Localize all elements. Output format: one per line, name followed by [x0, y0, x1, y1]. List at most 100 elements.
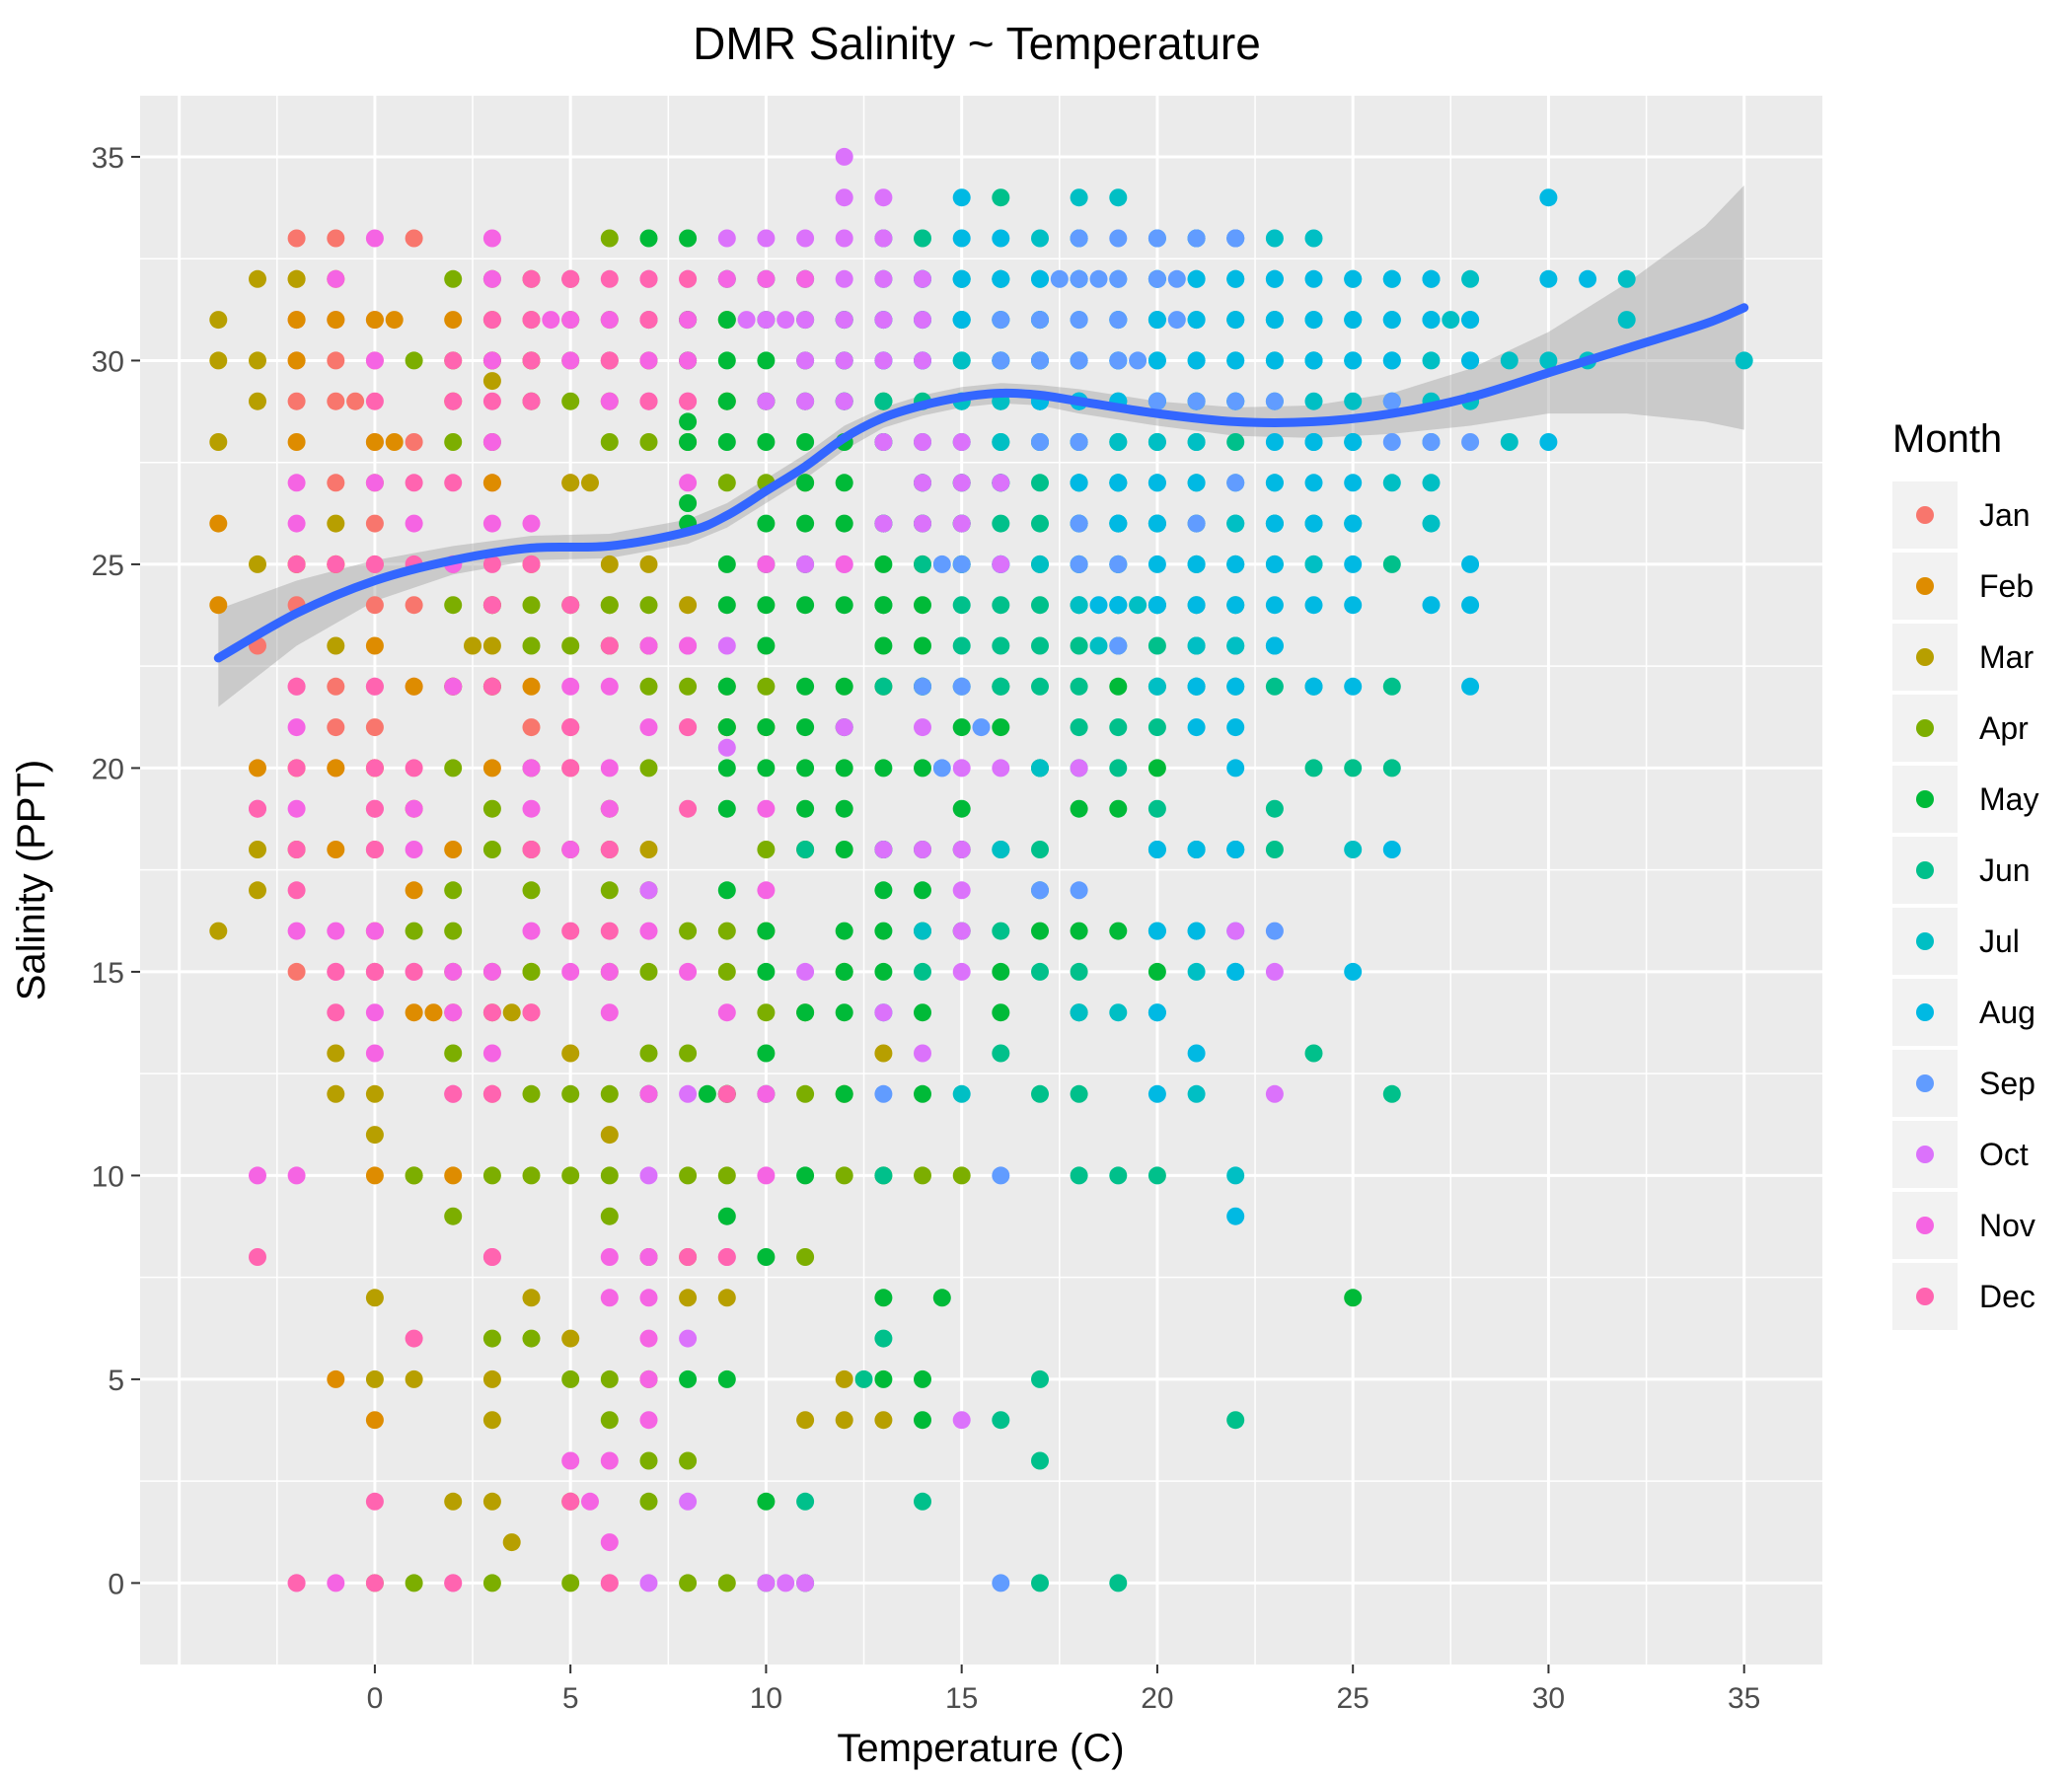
data-point	[287, 759, 306, 777]
data-point	[365, 962, 384, 981]
data-point	[1070, 1084, 1088, 1103]
data-point	[482, 229, 501, 248]
legend-item-apr: Apr	[1892, 695, 2029, 762]
y-tick-label: 30	[92, 345, 124, 378]
data-point	[1304, 759, 1323, 777]
legend-label: Nov	[1979, 1208, 2035, 1243]
data-point	[482, 1369, 501, 1388]
data-point	[1226, 718, 1245, 737]
legend-key-swatch	[1916, 1074, 1934, 1092]
data-point	[1109, 433, 1128, 451]
data-point	[1226, 514, 1245, 533]
smooth-line-layer	[213, 303, 1749, 663]
data-point	[874, 1411, 893, 1430]
data-point	[757, 269, 776, 288]
data-point	[1109, 555, 1128, 573]
data-point	[679, 596, 698, 615]
legend-key-swatch	[1916, 1146, 1934, 1163]
data-point	[522, 1003, 541, 1022]
data-point	[287, 229, 306, 248]
data-point	[835, 1369, 853, 1388]
data-point	[972, 718, 991, 737]
data-point	[932, 1289, 951, 1307]
data-point	[561, 1492, 580, 1511]
data-point	[482, 841, 501, 858]
data-point	[561, 351, 580, 370]
data-point	[874, 1084, 893, 1103]
data-point	[600, 962, 619, 981]
data-point	[561, 718, 580, 737]
data-point	[679, 677, 698, 696]
legend-item-sep: Sep	[1892, 1050, 2035, 1117]
data-point	[992, 718, 1010, 737]
data-point	[287, 392, 306, 410]
data-point	[679, 412, 698, 431]
data-point	[1070, 311, 1088, 330]
data-point	[679, 1166, 698, 1185]
data-point	[600, 311, 619, 330]
x-tick-label: 10	[750, 1682, 782, 1715]
data-point	[1226, 677, 1245, 696]
data-point	[914, 1044, 931, 1063]
data-point	[717, 1003, 736, 1022]
data-point	[1579, 269, 1597, 288]
data-point	[482, 351, 501, 370]
data-point	[874, 841, 893, 858]
data-point	[914, 962, 931, 981]
data-point	[1461, 596, 1480, 615]
y-tick-label: 15	[92, 957, 124, 990]
legend-key-swatch	[1916, 1217, 1934, 1234]
data-point	[1031, 962, 1049, 981]
data-point	[717, 474, 736, 492]
data-point	[287, 351, 306, 370]
data-point	[561, 922, 580, 940]
data-point	[1442, 311, 1460, 330]
data-point	[482, 962, 501, 981]
data-point	[287, 718, 306, 737]
data-point	[1226, 636, 1245, 655]
data-point	[1070, 1166, 1088, 1185]
data-point	[522, 718, 541, 737]
data-point	[914, 636, 931, 655]
legend-key-swatch	[1916, 506, 1934, 524]
data-point	[1070, 514, 1088, 533]
data-point	[914, 474, 931, 492]
data-point	[327, 1574, 345, 1592]
legend-item-dec: Dec	[1892, 1263, 2035, 1330]
data-point	[1089, 269, 1108, 288]
data-point	[365, 433, 384, 451]
data-point	[1226, 555, 1245, 573]
legend-label: Mar	[1979, 639, 2034, 675]
data-point	[1187, 392, 1206, 410]
data-point	[1070, 799, 1088, 818]
data-point	[952, 636, 971, 655]
data-point	[405, 351, 423, 370]
data-point	[365, 922, 384, 940]
data-point	[482, 269, 501, 288]
data-point	[287, 962, 306, 981]
data-point	[796, 799, 815, 818]
data-point	[757, 1248, 776, 1266]
data-point	[1031, 474, 1049, 492]
data-point	[327, 311, 345, 330]
data-point	[1382, 1084, 1401, 1103]
data-point	[992, 351, 1010, 370]
data-point	[1129, 596, 1147, 615]
data-point	[1147, 922, 1166, 940]
data-point	[1617, 311, 1636, 330]
data-point	[914, 555, 931, 573]
data-point	[1147, 759, 1166, 777]
data-point	[757, 718, 776, 737]
data-point	[249, 841, 266, 858]
minor-gridlines	[140, 96, 1822, 1686]
data-point	[1070, 229, 1088, 248]
data-point	[1344, 1289, 1363, 1307]
data-point	[482, 677, 501, 696]
data-point	[1304, 596, 1323, 615]
data-point	[835, 555, 853, 573]
data-point	[482, 1329, 501, 1348]
legend-label: Sep	[1979, 1066, 2035, 1101]
legend-label: Feb	[1979, 568, 2034, 604]
data-point	[405, 1166, 423, 1185]
data-point	[249, 392, 266, 410]
